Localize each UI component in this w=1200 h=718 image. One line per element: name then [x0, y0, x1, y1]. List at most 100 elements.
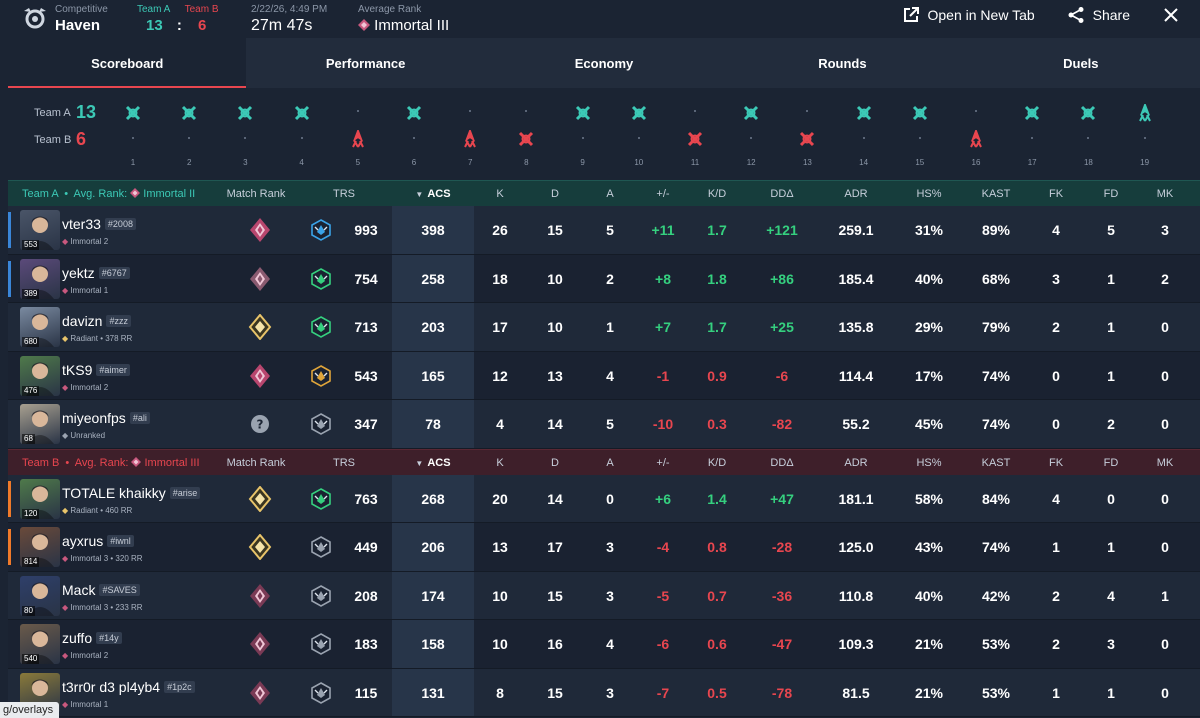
round-number: 18 — [1083, 158, 1093, 167]
player-name-block[interactable]: davizn #zzz — [62, 313, 131, 329]
column-header-mk[interactable]: MK — [1156, 188, 1174, 200]
column-header-mk[interactable]: MK — [1156, 456, 1174, 469]
player-name[interactable]: davizn — [62, 313, 103, 329]
round-column[interactable]: 6 — [399, 88, 429, 180]
column-header-trs[interactable]: TRS — [333, 456, 355, 469]
player-row[interactable]: 680 davizn #zzz ◆ Radiant • 378 RR 713 203 17 1… — [8, 303, 1200, 352]
round-number: 16 — [971, 158, 981, 167]
player-name-block[interactable]: TOTALE khaikky #arise — [62, 484, 201, 501]
player-rank: ◆ Radiant • 460 RR — [62, 505, 133, 515]
column-header-hs[interactable]: HS% — [916, 188, 942, 200]
player-name[interactable]: miyeonfps — [62, 410, 126, 426]
player-name-block[interactable]: zuffo #14y — [62, 630, 122, 646]
round-column[interactable]: 10 — [624, 88, 654, 180]
round-column[interactable]: 12 — [736, 88, 766, 180]
round-column[interactable]: 17 — [1017, 88, 1047, 180]
player-row[interactable]: t3rr0r d3 pl4yb4 #1p2c ◆ Immortal 1 115 131 8… — [8, 668, 1200, 717]
tab-rounds[interactable]: Rounds — [818, 56, 867, 71]
column-header-match_rank[interactable]: Match Rank — [226, 456, 286, 469]
column-header-fk[interactable]: FK — [1048, 456, 1064, 469]
tab-economy[interactable]: Economy — [574, 56, 634, 71]
round-column[interactable]: 5 — [343, 88, 373, 180]
open-new-tab-button[interactable]: Open in New Tab — [902, 6, 1035, 24]
column-header-pm[interactable]: +/- — [656, 188, 670, 200]
column-header-acs[interactable]: ▼ ACS — [415, 456, 451, 469]
player-row[interactable]: 68 miyeonfps #ali ◆ Unranked? 347 78 4 14 5 -10 0.… — [8, 400, 1200, 449]
column-header-a[interactable]: A — [606, 188, 614, 200]
column-header-fk[interactable]: FK — [1048, 188, 1064, 200]
player-name-block[interactable]: Mack #SAVES — [62, 582, 140, 598]
player-name[interactable]: tKS9 — [62, 361, 93, 378]
column-header-hs[interactable]: HS% — [916, 456, 942, 469]
player-name[interactable]: TOTALE khaikky — [62, 484, 166, 501]
tab-duels[interactable]: Duels — [1063, 56, 1099, 71]
column-header-k[interactable]: K — [496, 456, 504, 469]
column-header-kd[interactable]: K/D — [707, 456, 727, 469]
column-header-d[interactable]: D — [551, 456, 559, 469]
stat-acs: 78 — [425, 416, 441, 432]
stat-d: 14 — [547, 416, 563, 432]
player-row[interactable]: 814 ayxrus #iwnl ◆ Immortal 3 • 320 RR 449 20… — [8, 523, 1200, 572]
round-column[interactable]: 2 — [174, 88, 204, 180]
column-header-pm[interactable]: +/- — [656, 456, 670, 469]
player-row[interactable]: 476 tKS9 #aimer ◆ Immortal 2 543 165 12 13 4 -1 0.… — [8, 351, 1200, 400]
share-button[interactable]: Share — [1067, 6, 1130, 24]
tab-scoreboard[interactable]: Scoreboard — [8, 38, 247, 88]
column-header-kast[interactable]: KAST — [981, 456, 1011, 469]
player-name-block[interactable]: miyeonfps #ali — [62, 410, 150, 426]
round-column[interactable]: 9 — [568, 88, 598, 180]
player-row[interactable]: 120 TOTALE khaikky #arise ◆ Radiant • 460 R… — [8, 474, 1200, 523]
player-name-block[interactable]: vter33 #2008 — [62, 216, 136, 232]
round-column[interactable]: 19 — [1130, 88, 1160, 180]
round-column[interactable]: 18 — [1073, 88, 1103, 180]
player-name[interactable]: ayxrus — [62, 533, 104, 549]
column-header-d[interactable]: D — [551, 188, 559, 200]
column-header-dd[interactable]: DDΔ — [770, 188, 794, 200]
stat-kast: 84% — [981, 490, 1011, 507]
player-name-block[interactable]: t3rr0r d3 pl4yb4 #1p2c — [62, 679, 195, 695]
player-name-block[interactable]: yektz #6767 — [62, 265, 130, 281]
player-name[interactable]: vter33 — [62, 216, 101, 232]
player-name[interactable]: zuffo — [62, 630, 93, 646]
player-name[interactable]: Mack — [62, 581, 96, 598]
immortal-rank-icon — [250, 632, 270, 656]
column-header-adr[interactable]: ADR — [844, 188, 868, 200]
column-header-k[interactable]: K — [496, 188, 504, 200]
player-name-block[interactable]: tKS9 #aimer — [62, 362, 130, 378]
round-column[interactable]: 11 — [680, 88, 710, 180]
round-column[interactable]: 1 — [118, 88, 148, 180]
column-header-kast[interactable]: KAST — [981, 188, 1011, 200]
round-column[interactable]: 4 — [287, 88, 317, 180]
round-column[interactable]: 8 — [511, 88, 541, 180]
player-row[interactable]: 540 zuffo #14y ◆ Immortal 2 183 158 10 16 4 -6 0.6… — [8, 620, 1200, 669]
column-header-adr[interactable]: ADR — [844, 456, 868, 469]
player-name-block[interactable]: ayxrus #iwnl — [62, 533, 134, 549]
round-column[interactable]: 3 — [230, 88, 260, 180]
round-number: 4 — [299, 158, 304, 167]
column-header-a[interactable]: A — [606, 456, 614, 469]
agent-avatar — [20, 307, 60, 347]
column-header-match_rank[interactable]: Match Rank — [226, 188, 286, 200]
round-column[interactable]: 15 — [905, 88, 935, 180]
column-header-fd[interactable]: FD — [1103, 456, 1119, 469]
player-name[interactable]: yektz — [62, 264, 95, 281]
tab-performance[interactable]: Performance — [325, 56, 406, 71]
column-header-acs[interactable]: ▼ ACS — [415, 188, 451, 200]
stat-mk: 0 — [1161, 684, 1169, 701]
column-header-fd[interactable]: FD — [1103, 188, 1119, 200]
round-column[interactable]: 7 — [455, 88, 485, 180]
player-name[interactable]: t3rr0r d3 pl4yb4 — [62, 678, 161, 695]
round-number: 1 — [130, 158, 136, 167]
close-button[interactable] — [1162, 6, 1180, 24]
round-column[interactable]: 13 — [792, 88, 822, 180]
player-row[interactable]: 80 Mack #SAVES ◆ Immortal 3 • 233 RR 208 174 1… — [8, 571, 1200, 620]
column-header-dd[interactable]: DDΔ — [770, 456, 794, 469]
stat-d: 15 — [547, 587, 563, 604]
round-column[interactable]: 16 — [961, 88, 991, 180]
player-row[interactable]: 553 vter33 #2008 ◆ Immortal 2 993 398 26 15 5 +11… — [8, 206, 1200, 255]
round-column[interactable]: 14 — [849, 88, 879, 180]
column-header-trs[interactable]: TRS — [333, 188, 355, 200]
column-header-kd[interactable]: K/D — [707, 188, 727, 200]
player-row[interactable]: 389 yektz #6767 ◆ Immortal 1 754 258 18 10 2 +8 1.… — [8, 254, 1200, 303]
app-logo-icon — [24, 8, 46, 29]
